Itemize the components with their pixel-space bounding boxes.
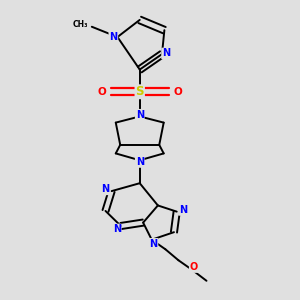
Text: N: N (162, 48, 170, 59)
Text: N: N (109, 32, 117, 42)
Text: S: S (136, 85, 144, 98)
Text: N: N (149, 239, 158, 249)
Text: N: N (179, 205, 187, 215)
Text: N: N (113, 224, 121, 234)
Text: N: N (101, 184, 110, 194)
Text: CH₃: CH₃ (73, 20, 88, 28)
Text: O: O (190, 262, 198, 272)
Text: O: O (173, 87, 182, 97)
Text: N: N (136, 157, 144, 167)
Text: O: O (98, 87, 106, 97)
Text: N: N (136, 110, 144, 120)
